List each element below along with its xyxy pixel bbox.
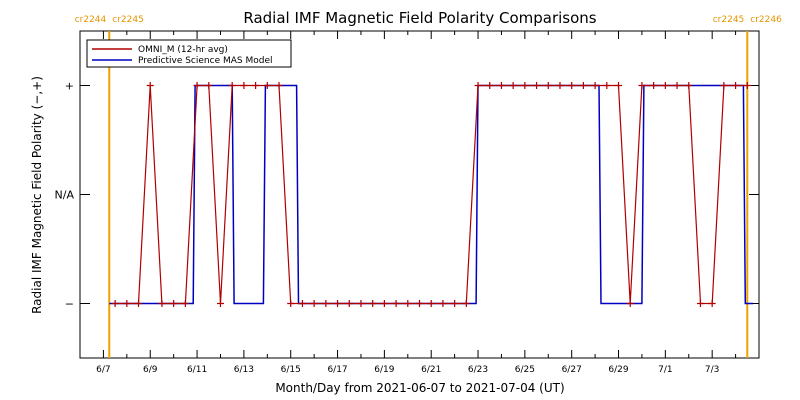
omni-point	[263, 82, 271, 89]
omni-point	[439, 300, 447, 307]
legend-label-mas: Predictive Science MAS Model	[138, 56, 273, 66]
legend-box	[86, 39, 292, 68]
omni-point	[650, 82, 658, 89]
omni-point	[380, 300, 388, 307]
omni-point	[591, 82, 599, 89]
y-tick-label: +	[65, 80, 74, 93]
y-axis-label: Radial IMF Magnetic Field Polarity (−,+)	[30, 76, 44, 314]
omni-point	[334, 300, 342, 307]
x-tick-label: 7/3	[705, 365, 719, 375]
omni-point	[474, 82, 482, 89]
omni-point	[252, 82, 260, 89]
omni-point	[310, 300, 318, 307]
omni-point	[345, 300, 353, 307]
omni-point	[287, 300, 295, 307]
x-axis-label: Month/Day from 2021-06-07 to 2021-07-04 …	[275, 381, 564, 395]
omni-point	[462, 300, 470, 307]
omni-point	[146, 82, 154, 89]
omni-point	[556, 82, 564, 89]
omni-point	[392, 300, 400, 307]
x-tick-label: 6/13	[234, 365, 254, 375]
y-tick-label: −	[65, 298, 74, 311]
legend-label-omni: OMNI_M (12-hr avg)	[138, 45, 228, 55]
x-tick-label: 6/15	[281, 365, 301, 375]
omni-point	[170, 300, 178, 307]
carrington-label-right: cr2246	[750, 15, 782, 25]
omni-point	[626, 300, 634, 307]
omni-point	[638, 82, 646, 89]
omni-point	[509, 82, 517, 89]
x-axis-ticks: 6/7 6/9 6/11 6/13 6/15 6/17 6/19 6/21 6/23 6/25 6/…	[96, 31, 737, 375]
omni-point	[322, 300, 330, 307]
omni-point	[579, 82, 587, 89]
omni-point	[451, 300, 459, 307]
y-tick-label: N/A	[55, 189, 75, 202]
omni-point	[696, 300, 704, 307]
omni-point	[228, 82, 236, 89]
carrington-label-right: cr2245	[112, 15, 144, 25]
carrington-label-left: cr2244	[75, 15, 107, 25]
carrington-labels: cr2244 cr2245 cr2245 cr2246	[75, 15, 782, 25]
omni-point	[404, 300, 412, 307]
x-tick-label: 7/1	[658, 365, 672, 375]
omni-point	[275, 82, 283, 89]
x-tick-label: 6/21	[421, 365, 441, 375]
x-tick-label: 6/27	[562, 365, 582, 375]
omni-point	[661, 82, 669, 89]
omni-point	[123, 300, 131, 307]
omni-point	[416, 300, 423, 307]
omni-point	[193, 82, 201, 89]
omni-point	[615, 82, 623, 89]
omni-point	[369, 300, 377, 307]
omni-point	[216, 300, 224, 307]
omni-point	[205, 82, 213, 89]
omni-point	[708, 300, 716, 307]
omni-point	[497, 82, 505, 89]
omni-point	[720, 82, 728, 89]
omni-point	[533, 82, 541, 89]
legend: OMNI_M (12-hr avg) Predictive Science MA…	[86, 39, 292, 68]
x-tick-label: 6/29	[608, 365, 628, 375]
x-tick-label: 6/11	[187, 365, 207, 375]
x-tick-label: 6/7	[96, 365, 110, 375]
x-tick-label: 6/19	[374, 365, 394, 375]
x-tick-label: 6/9	[143, 365, 158, 375]
x-tick-label: 6/17	[327, 365, 347, 375]
omni-point	[158, 300, 166, 307]
omni-point	[357, 300, 365, 307]
omni-point	[486, 82, 494, 89]
omni-point	[111, 300, 119, 307]
carrington-label-left: cr2245	[713, 15, 745, 25]
series-omni	[111, 82, 751, 307]
omni-point	[181, 300, 189, 307]
omni-point	[240, 82, 248, 89]
omni-point	[544, 82, 552, 89]
omni-point	[568, 82, 576, 89]
omni-point	[743, 82, 751, 89]
omni-point	[298, 300, 306, 307]
x-tick-label: 6/23	[468, 365, 488, 375]
omni-point	[673, 82, 681, 89]
omni-point	[732, 82, 740, 89]
omni-point	[685, 82, 693, 89]
omni-point	[135, 300, 143, 307]
omni-point	[427, 300, 435, 307]
omni-point	[603, 82, 611, 89]
chart-title: Radial IMF Magnetic Field Polarity Compa…	[243, 9, 596, 27]
omni-point	[521, 82, 529, 89]
x-tick-label: 6/25	[515, 365, 535, 375]
